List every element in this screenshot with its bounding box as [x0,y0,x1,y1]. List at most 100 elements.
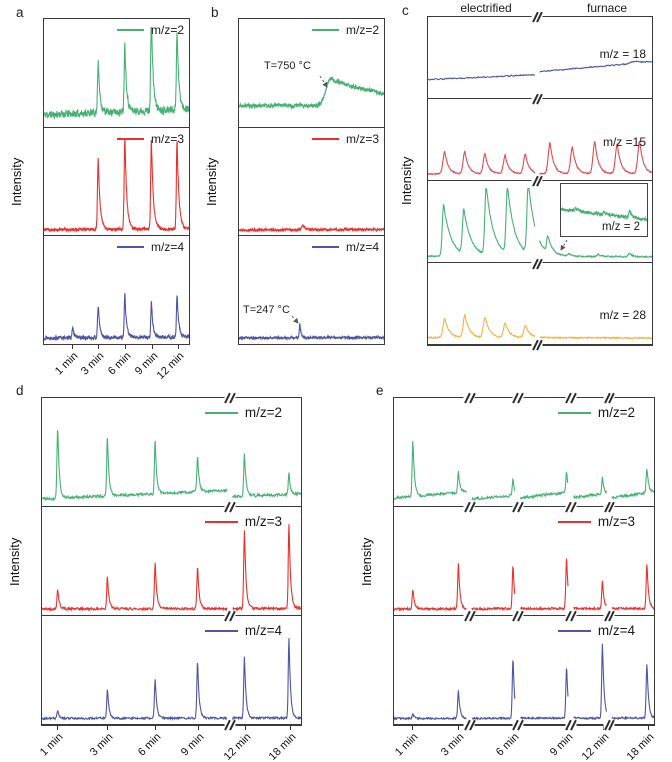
inset-label-mz2: m/z = 2 [601,221,640,233]
y-axis-label: Intensity [359,537,374,586]
x-axis-tick-label: 12 min [154,350,187,382]
legend-line [557,520,591,523]
axis-break-mark [463,501,475,513]
x-axis: 1 min 3 min 6 min 9 min 12 min [43,345,190,387]
legend: m/z=4 [116,240,184,254]
subplot-mz2: m/z=2 [239,19,384,128]
trace-mz2 [239,76,384,110]
x-axis-tick-label: 3 min [88,731,116,759]
subplot-mz4: m/z=4 [394,616,654,725]
subplot-mz18: m/z = 18 [428,17,652,99]
trace-label-mz15: m/z =15 [602,135,646,149]
x-axis-tick [412,726,414,730]
trace-mz4 [42,638,301,721]
legend-line [204,629,238,632]
trace-mz4 [44,293,189,342]
legend-line [204,520,238,523]
trace-mz3 [394,558,654,612]
subplot-mz2: m/z=2 [44,19,189,128]
axis-break-mark [603,392,615,404]
legend: m/z=2 [204,405,282,420]
x-axis-tick-label: 12 min [579,731,612,762]
legend: m/z=2 [311,23,379,37]
x-axis-tick [71,345,74,349]
axis-break-mark [531,339,543,351]
region-label-electrified: electrified [460,1,512,15]
panel-b: b Intensity m/z=2 m/z=3 [204,5,385,345]
region-label-furnace: furnace [586,1,628,15]
legend-line [311,29,339,31]
subplot-mz2: m/z=2 [394,398,654,507]
subplot-mz3: m/z=3 [239,128,384,237]
plot-box: m/z=2 m/z=3 m/z=4 [393,392,655,731]
panel-letter-c: c [402,3,409,18]
trace-mz3 [239,223,384,233]
trace-mz2 [428,188,652,259]
subplot-mz4: m/z=4 [44,236,189,344]
legend: m/z=2 [557,405,635,420]
trace-mz3 [42,524,301,612]
x-axis-tick-label: 9 min [178,731,207,759]
subplot-mz3: m/z=3 [42,507,301,616]
panel-letter-a: a [16,5,24,20]
inset-plot-mz2: m/z = 2 [560,183,648,237]
subplot-mz28: m/z = 28 [428,263,652,345]
axis-break-mark [224,501,236,513]
x-axis-tick-label: 9 min [547,731,576,759]
panel-d: d Intensity m/z=2 m/z=3 [7,383,302,762]
plot-box: m/z = 18 m/z =15 m/z = 28 [427,11,653,351]
temperature-annotation-750: T=750 °C [264,60,311,72]
trace-label-mz18: m/z = 18 [599,47,646,61]
panel-c: c Intensity electrified furnace m/z = 18… [399,1,653,351]
plot-box: m/z=2 m/z=3 m/z=4 [238,18,385,345]
axis-break-mark [512,392,524,404]
x-axis-tick-label: 18 min [624,731,657,762]
legend-label: m/z=2 [244,405,282,420]
legend-line [116,246,144,249]
axis-break-mark [603,501,615,513]
legend: m/z=4 [557,623,635,638]
axis-break-mark [531,93,543,105]
legend-label: m/z=2 [150,23,184,37]
panel-a: a Intensity m/z=2 m/z=3 [9,5,190,382]
x-axis-tick [457,726,460,730]
x-axis-tick [56,726,59,730]
legend-label: m/z=4 [345,240,379,255]
x-axis-tick [97,345,100,349]
trace-mz2 [44,26,189,120]
panel-e: e Intensity m/z=2 m/z=3 [359,383,656,762]
subplot-mz2: m/z=2 [42,398,301,507]
panel-letter-e: e [376,383,384,398]
x-axis-tick [155,726,157,730]
subplot-mz4: m/z=4 [42,616,301,725]
x-axis-tick-label: 3 min [438,731,467,759]
legend-label: m/z=3 [597,514,635,529]
subplot-mz3: m/z=3 [44,128,189,237]
axis-break-mark [565,719,577,731]
axis-break-mark [224,610,236,622]
x-axis-tick-label: 1 min [37,731,66,759]
legend: m/z=4 [204,623,282,638]
axis-break-mark [565,392,577,404]
trace-mz15 [428,140,652,176]
legend-label: m/z=4 [597,623,635,638]
x-axis-tick-label: 18 min [266,731,299,762]
subplot-mz15: m/z =15 [428,99,652,181]
subplot-mz4: m/z=4 [239,236,384,344]
trace-mz18 [428,60,652,81]
x-axis-tick [177,345,180,349]
legend-label: m/z=3 [244,514,282,529]
x-axis-tick [107,726,109,730]
axis-break-mark [531,258,543,270]
trace-mz2 [394,441,654,501]
axis-break-mark [512,610,524,622]
plot-box: m/z=2 m/z=3 m/z=4 [43,18,190,345]
axis-break-mark [565,501,577,513]
x-axis-tick [289,726,292,730]
temperature-annotation-247: T=247 °C [243,304,290,316]
y-axis-label: Intensity [9,157,24,206]
legend: m/z=3 [311,132,379,146]
legend-line [557,629,591,632]
x-axis-tick [603,726,605,730]
subplot-mz3: m/z=3 [394,507,654,616]
